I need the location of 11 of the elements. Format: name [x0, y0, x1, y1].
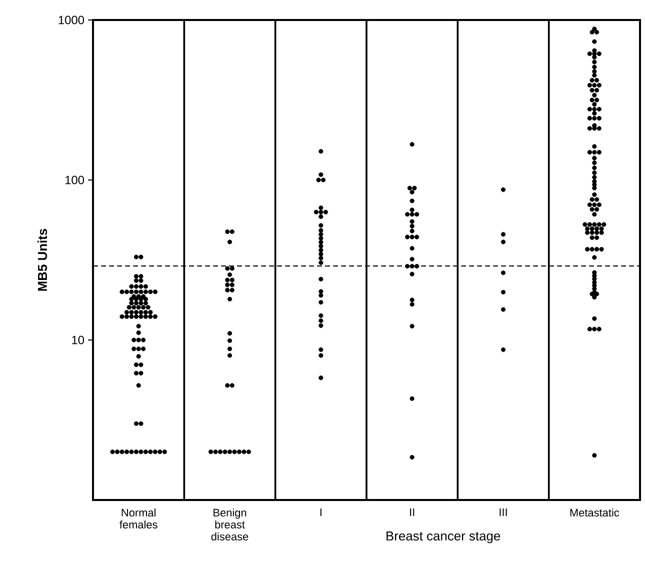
y-tick-label: 1000 — [58, 16, 84, 24]
x-tick-label: Benign breast disease — [211, 508, 248, 540]
x-tick-label: III — [500, 508, 507, 516]
y-axis-title: MB5 Units — [38, 228, 48, 291]
x-axis-title: Breast cancer stage — [386, 532, 500, 544]
x-tick-label: Metastatic — [570, 508, 620, 517]
y-tick-label: 100 — [65, 176, 84, 184]
x-tick-label: II — [410, 508, 414, 516]
x-tick-label: Normal females — [120, 508, 158, 528]
x-tick-label: I — [320, 508, 322, 516]
y-tick-label: 10 — [72, 336, 84, 344]
